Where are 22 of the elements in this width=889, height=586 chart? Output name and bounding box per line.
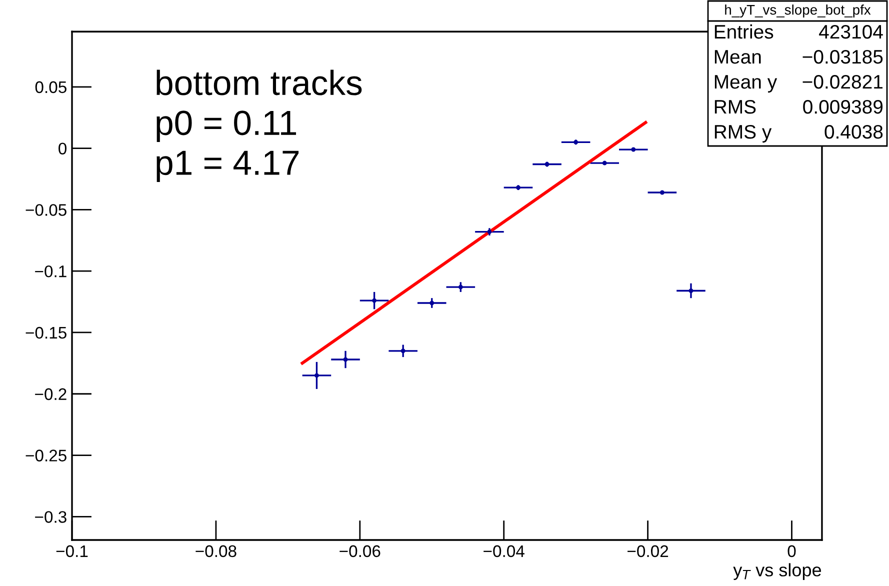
annotation: bottom tracks p0 = 0.11 p1 = 4.17 <box>156 70 362 182</box>
x-tick-label: −0.08 <box>196 545 236 558</box>
text: Mean −0.03185 <box>714 50 883 64</box>
y-tick-label: 0 <box>58 142 66 154</box>
x-tick-label: −0.1 <box>56 545 88 558</box>
y-tick-label: −0.15 <box>26 326 66 339</box>
y-tick-label: 0.05 <box>35 81 66 94</box>
x-tick-label: 0 <box>788 545 796 558</box>
y-tick-label: −0.05 <box>26 204 66 216</box>
y-tick-label: −0.1 <box>35 265 66 278</box>
text: RMS y 0.4038 <box>714 124 883 143</box>
text: Entries 423104 <box>714 24 883 39</box>
text: h_yT_vs_slope_bot_pfx <box>725 4 871 18</box>
x-tick-label: −0.02 <box>628 545 668 558</box>
text: RMS 0.009389 <box>714 100 883 114</box>
x-axis-title: y$_{T}$ vs slope <box>733 563 821 580</box>
y-tick-label: −0.2 <box>35 388 66 400</box>
x-tick-label: −0.06 <box>340 545 380 558</box>
x-tick-label: −0.04 <box>484 545 524 558</box>
y-tick-label: −0.3 <box>35 511 66 523</box>
y-tick-label: −0.25 <box>26 450 66 462</box>
text: Mean y −0.02821 <box>714 74 882 93</box>
